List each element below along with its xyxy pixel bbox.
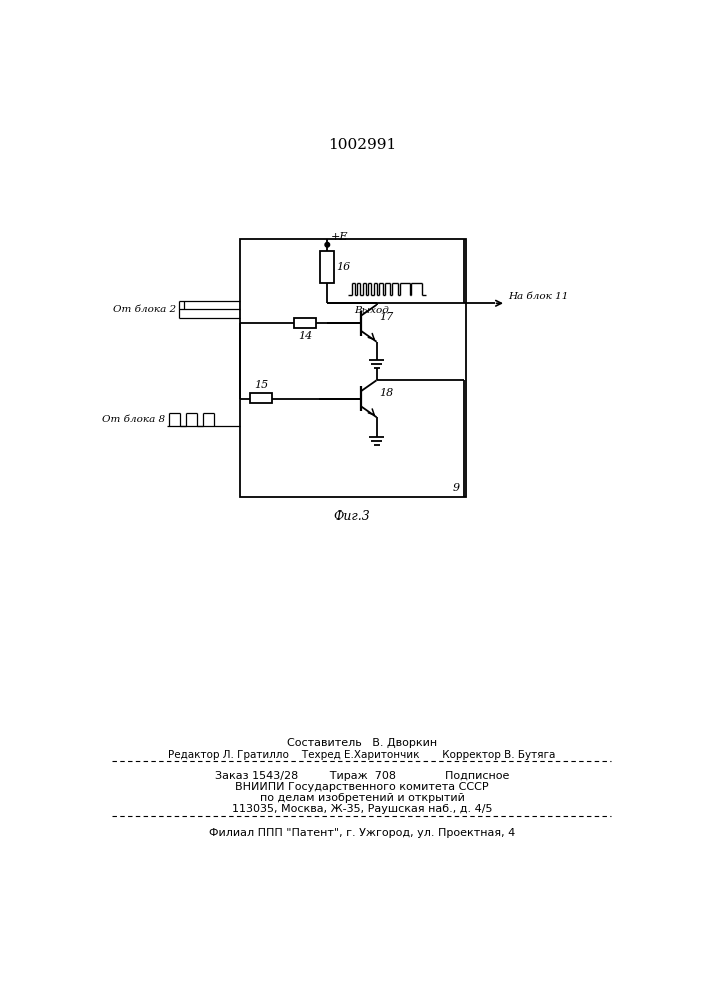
Bar [294,318,316,328]
Text: 9: 9 [452,483,460,493]
Bar [320,251,334,283]
Text: От блока 8: От блока 8 [102,415,165,424]
Bar [240,239,466,497]
Text: 17: 17 [380,312,394,322]
Text: Выход: Выход [354,306,389,315]
Text: 15: 15 [254,380,268,390]
Text: 113035, Москва, Ж-35, Раушская наб., д. 4/5: 113035, Москва, Ж-35, Раушская наб., д. … [232,804,492,814]
Text: 16: 16 [337,262,351,272]
Text: по делам изобретений и открытий: по делам изобретений и открытий [259,793,464,803]
Circle shape [325,242,329,247]
Text: Редактор Л. Гратилло    Техред Е.Харитончик       Корректор В. Бутяга: Редактор Л. Гратилло Техред Е.Харитончик… [168,750,556,760]
Text: ВНИИПИ Государственного комитета СССР: ВНИИПИ Государственного комитета СССР [235,782,489,792]
Text: 14: 14 [298,331,312,341]
Text: +E: +E [331,232,349,242]
Text: 18: 18 [380,388,394,398]
Text: Заказ 1543/28         Тираж  708              Подписное: Заказ 1543/28 Тираж 708 Подписное [215,771,509,781]
Text: Филиал ППП "Патент", г. Ужгород, ул. Проектная, 4: Филиал ППП "Патент", г. Ужгород, ул. Про… [209,828,515,838]
Text: 1002991: 1002991 [328,138,396,152]
Text: От блока 2: От блока 2 [113,305,176,314]
Text: На блок 11: На блок 11 [508,292,568,301]
Text: Составитель   В. Дворкин: Составитель В. Дворкин [287,738,437,748]
Text: Фиг.3: Фиг.3 [334,510,370,523]
Bar [250,393,272,403]
